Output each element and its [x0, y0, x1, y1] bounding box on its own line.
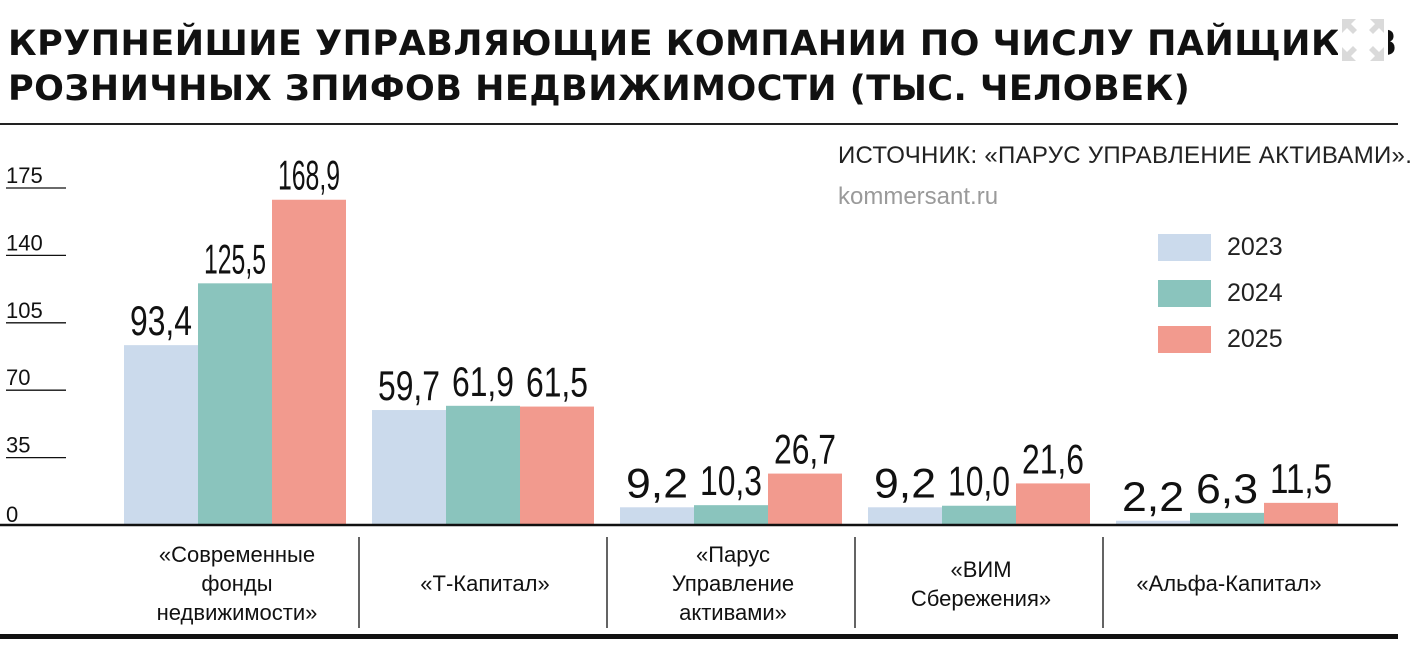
expand-arrows-icon[interactable]: [1338, 15, 1388, 65]
value-label-2023-3: 9,2: [874, 459, 936, 506]
legend-swatch-2023: [1158, 233, 1211, 261]
legend-label-2025: 2025: [1227, 324, 1283, 353]
bar-2023-3: [868, 507, 942, 525]
category-label-alfa-kapital: «Альфа-Капитал»: [1136, 571, 1322, 596]
bar-2023-1: [372, 410, 446, 525]
category-label-vim: «ВИМ Сбережения»: [910, 557, 1052, 611]
value-label-2023-4: 2,2: [1122, 473, 1184, 520]
bar-2023-4: [1116, 520, 1190, 525]
value-label-2025-1: 61,5: [526, 359, 588, 406]
value-label-2023-0: 93,4: [130, 297, 192, 344]
bar-2024-4: [1190, 512, 1264, 525]
bar-2025-1: [520, 406, 594, 525]
y-tick-label-140: 140: [6, 230, 43, 255]
bottom-divider: [0, 634, 1398, 639]
y-tick-label-175: 175: [6, 163, 43, 188]
category-label-t-kapital: «Т-Капитал»: [420, 571, 550, 596]
value-label-2024-0: 125,5: [204, 235, 266, 282]
legend-label-2023: 2023: [1227, 232, 1283, 261]
bar-2025-4: [1264, 502, 1338, 525]
bar-2024-3: [942, 505, 1016, 525]
value-label-2023-2: 9,2: [626, 459, 688, 506]
top-divider: [0, 123, 1398, 125]
value-label-2025-3: 21,6: [1022, 435, 1084, 482]
bar-2024-0: [198, 283, 272, 525]
bar-2024-2: [694, 505, 768, 525]
bar-2024-1: [446, 405, 520, 525]
source-site: kommersant.ru: [838, 183, 999, 210]
value-label-2024-3: 10,0: [948, 458, 1010, 505]
legend-item-2024: 2024: [1158, 270, 1283, 316]
bar-2025-2: [768, 473, 842, 525]
chart-title: КРУПНЕЙШИЕ УПРАВЛЯЮЩИЕ КОМПАНИИ ПО ЧИСЛУ…: [8, 22, 1398, 112]
legend-swatch-2024: [1158, 279, 1211, 307]
value-label-2023-1: 59,7: [378, 362, 440, 409]
value-label-2025-4: 11,5: [1270, 455, 1332, 502]
value-label-2024-4: 6,3: [1196, 465, 1258, 512]
y-tick-label-35: 35: [6, 433, 30, 458]
value-label-2025-0: 168,9: [278, 152, 340, 199]
source-note: ИСТОЧНИК: «ПАРУС УПРАВЛЕНИЕ АКТИВАМИ».: [838, 142, 1413, 169]
y-tick-label-0: 0: [6, 502, 18, 527]
value-label-2024-1: 61,9: [452, 358, 514, 405]
legend-swatch-2025: [1158, 325, 1211, 353]
bar-2025-3: [1016, 483, 1090, 525]
y-tick-label-70: 70: [6, 365, 30, 390]
bar-2023-2: [620, 507, 694, 525]
category-label-parus: «Парус Управление активами»: [671, 542, 795, 625]
legend-item-2023: 2023: [1158, 224, 1283, 270]
value-label-2024-2: 10,3: [700, 457, 762, 504]
title-line-1: КРУПНЕЙШИЕ УПРАВЛЯЮЩИЕ КОМПАНИИ ПО ЧИСЛУ…: [8, 24, 1398, 64]
bar-2023-0: [124, 345, 198, 525]
legend-label-2024: 2024: [1227, 278, 1283, 307]
category-label-sovremennye-fondy: «Современные фонды недвижимости»: [156, 542, 318, 625]
title-line-2: РОЗНИЧНЫХ ЗПИФОВ НЕДВИЖИМОСТИ (ТЫС. ЧЕЛО…: [8, 69, 1191, 109]
value-label-2025-2: 26,7: [774, 426, 836, 473]
legend: 2023 2024 2025: [1158, 224, 1283, 362]
bar-2025-0: [272, 199, 346, 525]
legend-item-2025: 2025: [1158, 316, 1283, 362]
y-tick-label-105: 105: [6, 298, 43, 323]
